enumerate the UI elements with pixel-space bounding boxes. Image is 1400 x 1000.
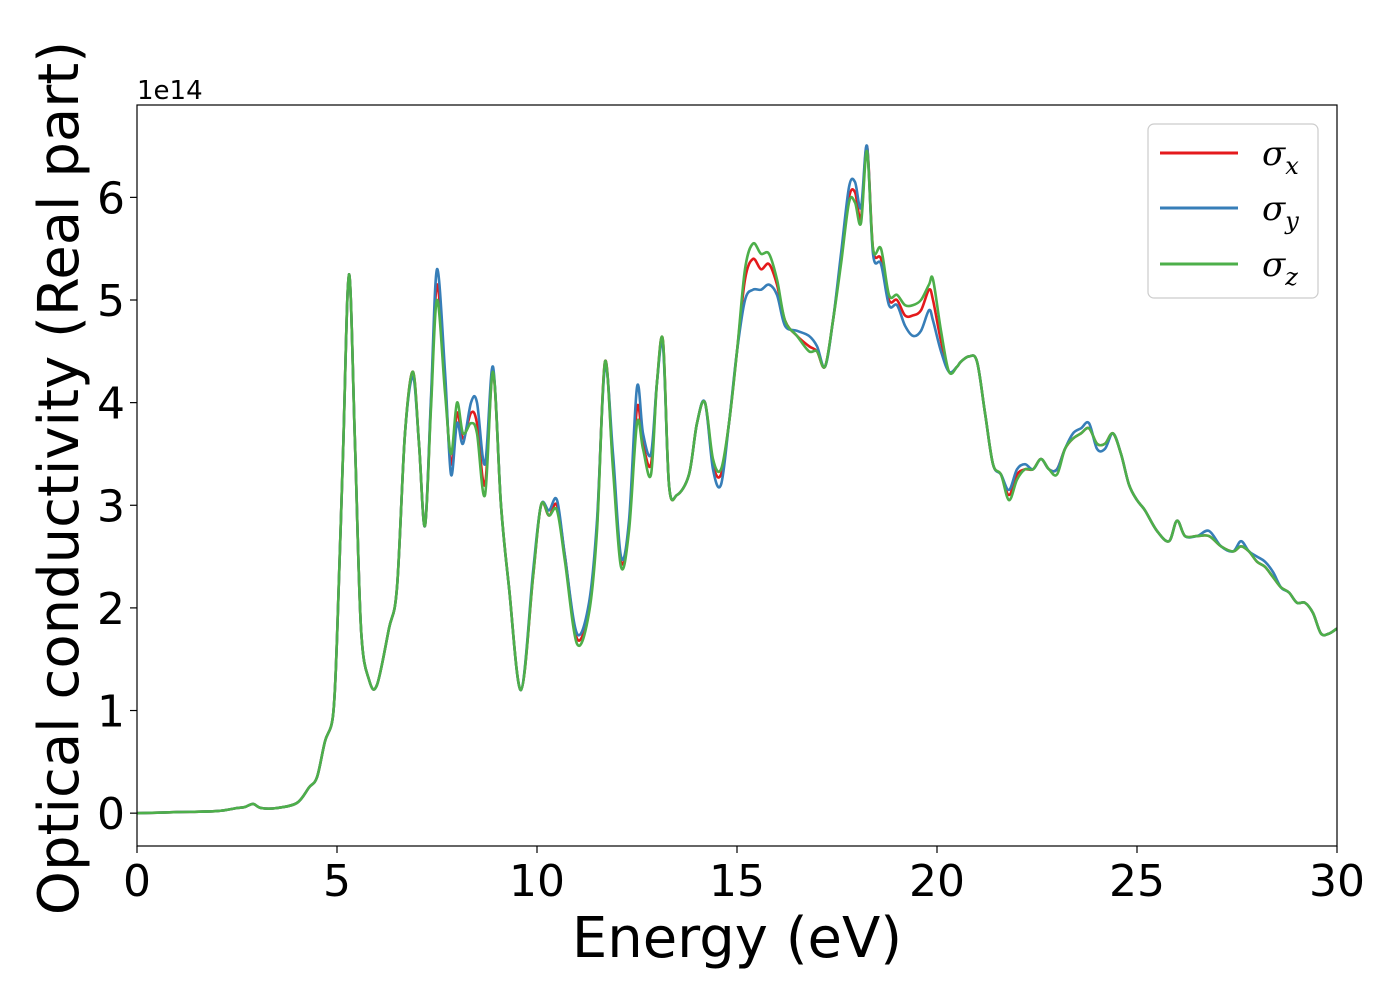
x-tick-label: 0 [123, 856, 151, 907]
y-tick-label: 4 [97, 379, 125, 430]
x-tick-label: 30 [1309, 856, 1365, 907]
x-axis-ticks: 0 5 10 15 20 25 30 [123, 846, 1365, 907]
x-tick-label: 25 [1109, 856, 1165, 907]
y-tick-label: 0 [97, 789, 125, 840]
y-tick-label: 2 [97, 584, 125, 635]
y-axis-ticks: 0 1 2 3 4 5 6 [97, 173, 137, 840]
x-tick-label: 20 [909, 856, 965, 907]
legend-label-sigma-z: σz [1262, 245, 1298, 291]
series-layer [137, 144, 1337, 815]
x-tick-label: 15 [709, 856, 765, 907]
legend-label-sigma-y: σy [1262, 189, 1299, 235]
y-tick-label: 3 [97, 481, 125, 532]
y-tick-label: 6 [97, 173, 125, 224]
legend: σx σy σz [1147, 123, 1319, 299]
series-line-sigma-z [137, 149, 1337, 815]
legend-box [1147, 123, 1319, 299]
legend-label-sigma-x: σx [1262, 134, 1299, 180]
y-offset-label: 1e14 [137, 76, 203, 106]
x-tick-label: 10 [509, 856, 565, 907]
x-tick-label: 5 [323, 856, 351, 907]
y-tick-label: 1 [97, 687, 125, 738]
y-axis-label: Optical conductivity (Real part) [27, 41, 92, 915]
y-tick-label: 5 [97, 276, 125, 327]
x-axis-label: Energy (eV) [572, 906, 902, 971]
